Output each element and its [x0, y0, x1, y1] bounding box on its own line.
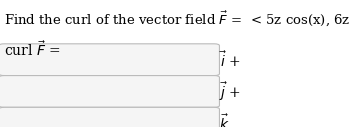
Text: $\vec{i}$ +: $\vec{i}$ +	[219, 50, 240, 69]
FancyBboxPatch shape	[0, 76, 219, 107]
Text: $\vec{k}$: $\vec{k}$	[219, 113, 229, 127]
FancyBboxPatch shape	[0, 44, 219, 76]
FancyBboxPatch shape	[0, 107, 219, 127]
Text: $\vec{j}$ +: $\vec{j}$ +	[219, 80, 241, 103]
Text: Find the curl of the vector field $\vec{F}$ =  < 5z cos(x), 6z sin(x), 4z >  .: Find the curl of the vector field $\vec{…	[4, 9, 350, 28]
Text: curl $\vec{F}$ =: curl $\vec{F}$ =	[4, 41, 61, 59]
